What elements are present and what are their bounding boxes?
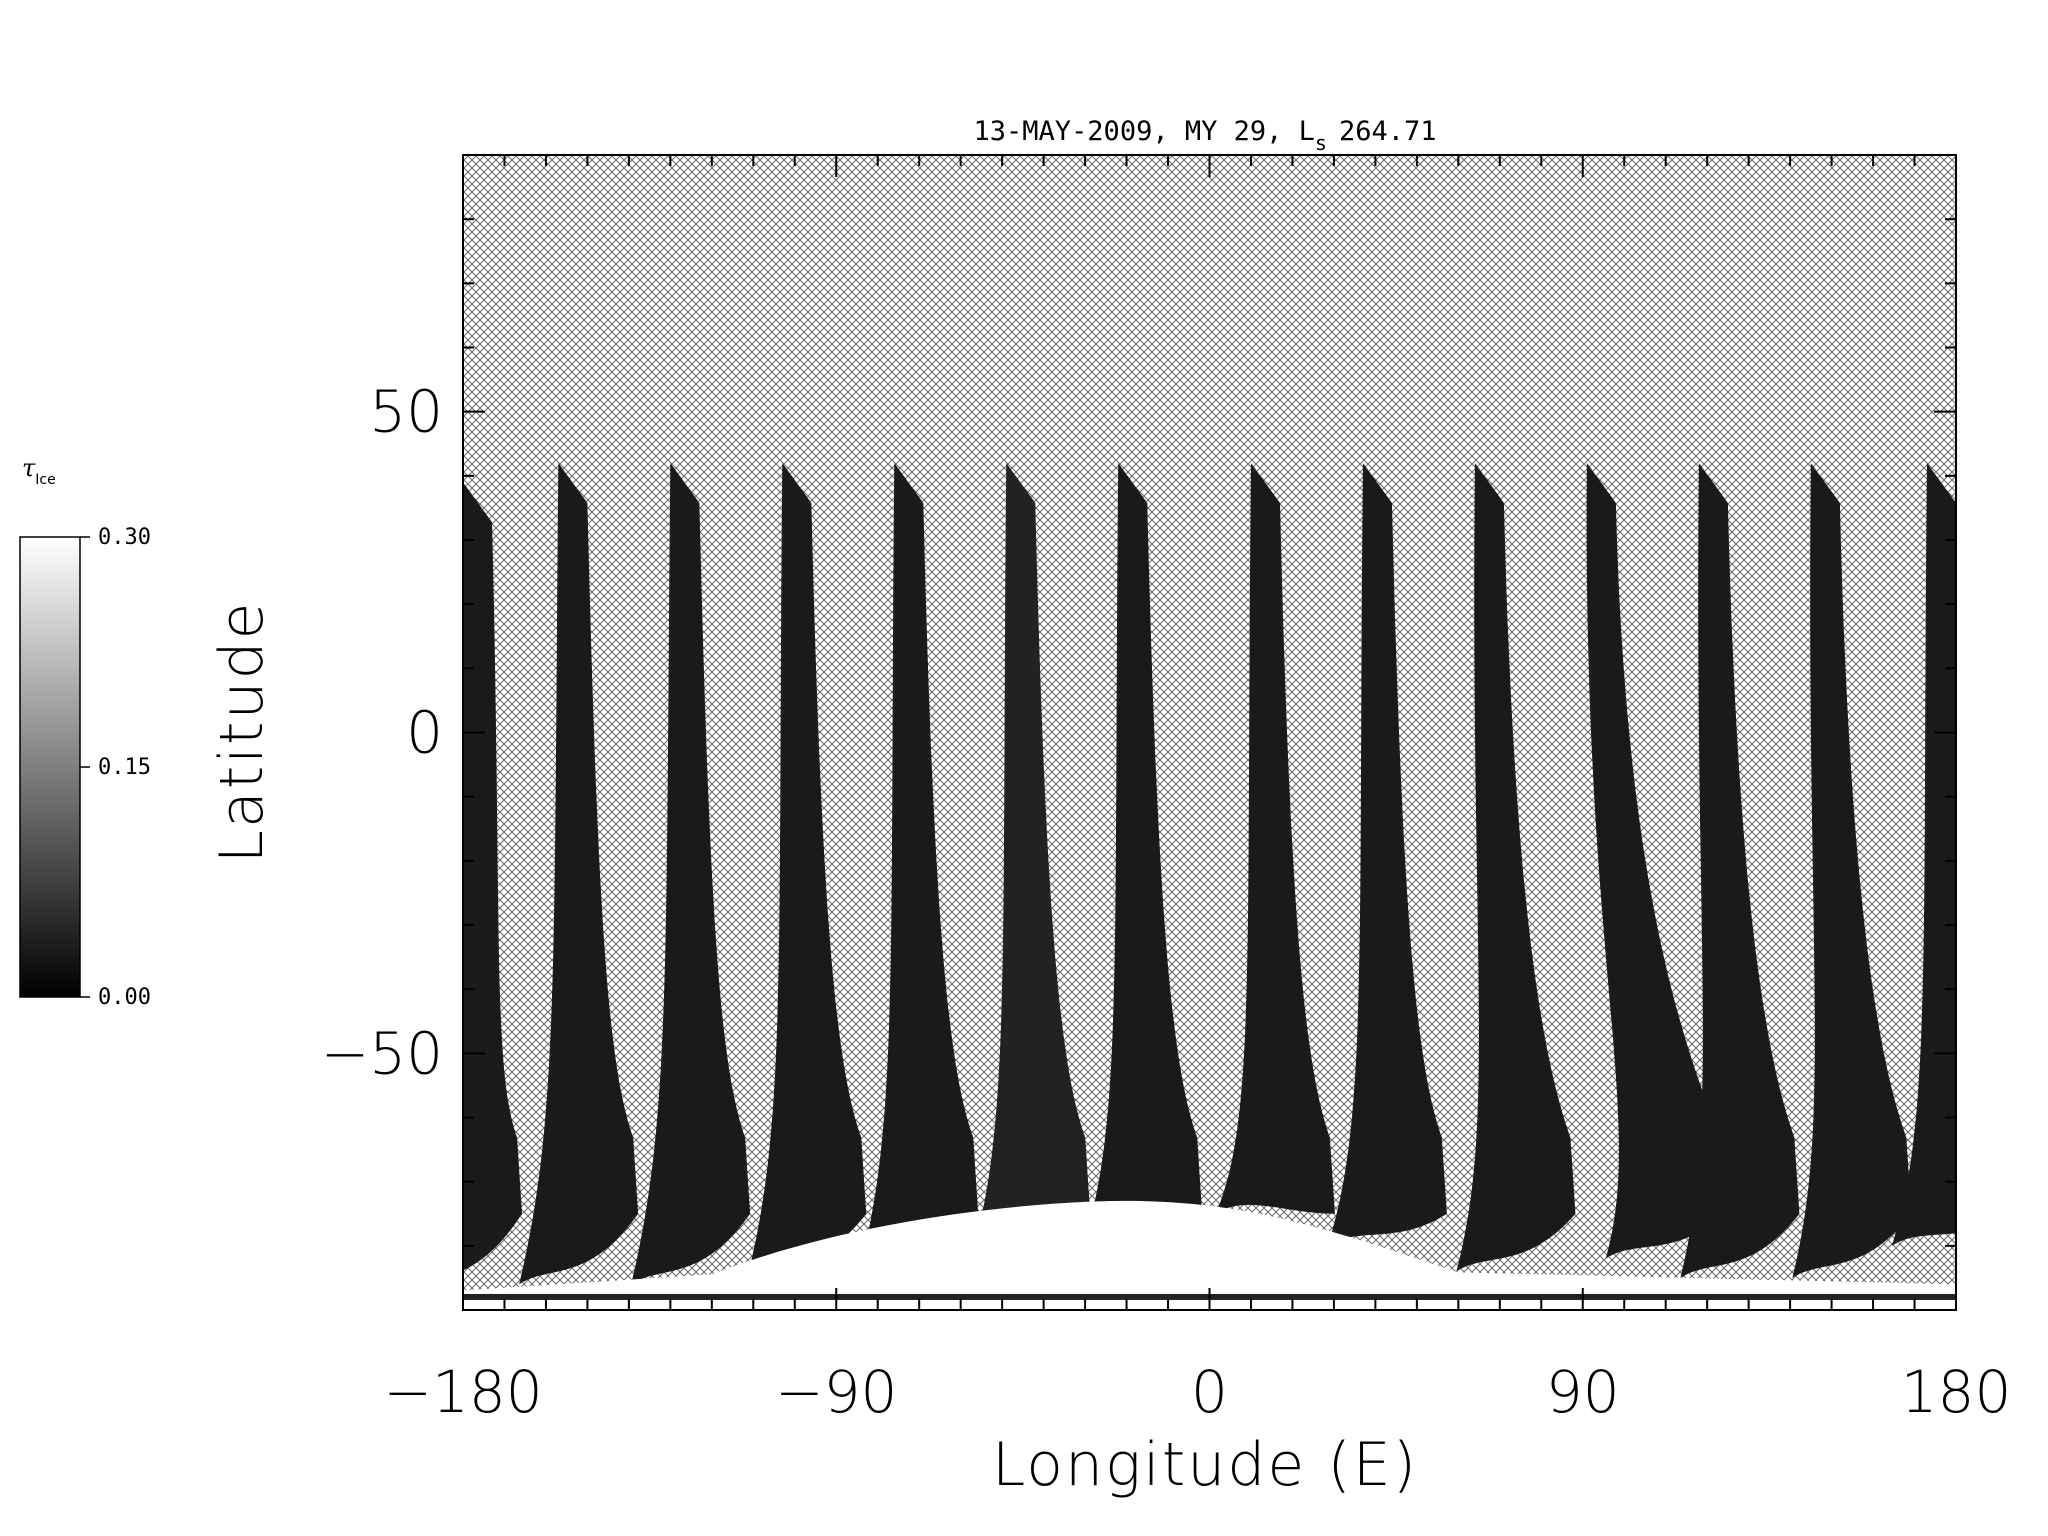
x-tick-label: 0 (1191, 1358, 1228, 1426)
swath-1 (519, 463, 639, 1285)
chart-title: 13-MAY-2009, MY 29, Ls 264.71 (974, 116, 1437, 155)
swath-6 (1083, 463, 1203, 1246)
colorbar-tick-label: 0.15 (98, 755, 151, 780)
y-tick-label: −50 (321, 1019, 443, 1087)
swath-4 (859, 463, 979, 1272)
colorbar-label-sub: Ice (35, 472, 55, 488)
chart-title-main: 13-MAY-2009, MY 29, L (974, 116, 1315, 147)
chart-title-value: 264.71 (1339, 116, 1437, 147)
colorbar (19, 536, 81, 998)
y-tick-label: 0 (406, 699, 443, 767)
polar-cloud-region (463, 1200, 1956, 1310)
axis-tick-labels: −180 −90 0 90 180 −50 0 50 (321, 378, 2012, 1426)
swath-7 (1215, 463, 1335, 1214)
swath-3 (747, 463, 867, 1278)
swath-12 (1792, 463, 1912, 1278)
x-tick-label: −180 (383, 1358, 542, 1426)
swath-11 (1680, 463, 1800, 1278)
swath-9 (1456, 463, 1576, 1272)
axis-ticks (462, 154, 1957, 1311)
swath-8 (1327, 463, 1447, 1246)
y-axis-label: Latitude (207, 601, 277, 864)
chart-title-sub: s (1315, 131, 1327, 155)
x-axis-label: Longitude (E) (992, 1430, 1418, 1500)
y-tick-label: 50 (369, 378, 443, 446)
swath-2 (631, 463, 751, 1285)
swath-layer (463, 463, 1956, 1285)
swath-0 (463, 482, 523, 1271)
colorbar-label: τIce (22, 454, 56, 488)
x-tick-label: −90 (775, 1358, 897, 1426)
colorbar-tick-label: 0.30 (98, 525, 151, 550)
colorbar-ticks: 0.00 0.15 0.30 (80, 525, 151, 1010)
swath-10 (1586, 463, 1725, 1259)
x-tick-label: 90 (1546, 1358, 1620, 1426)
colorbar-label-main: τ (22, 454, 36, 482)
x-tick-label: 180 (1901, 1358, 2012, 1426)
swath-5 (971, 463, 1091, 1259)
swath-13 (1891, 463, 1956, 1246)
colorbar-tick-label: 0.00 (98, 985, 151, 1010)
